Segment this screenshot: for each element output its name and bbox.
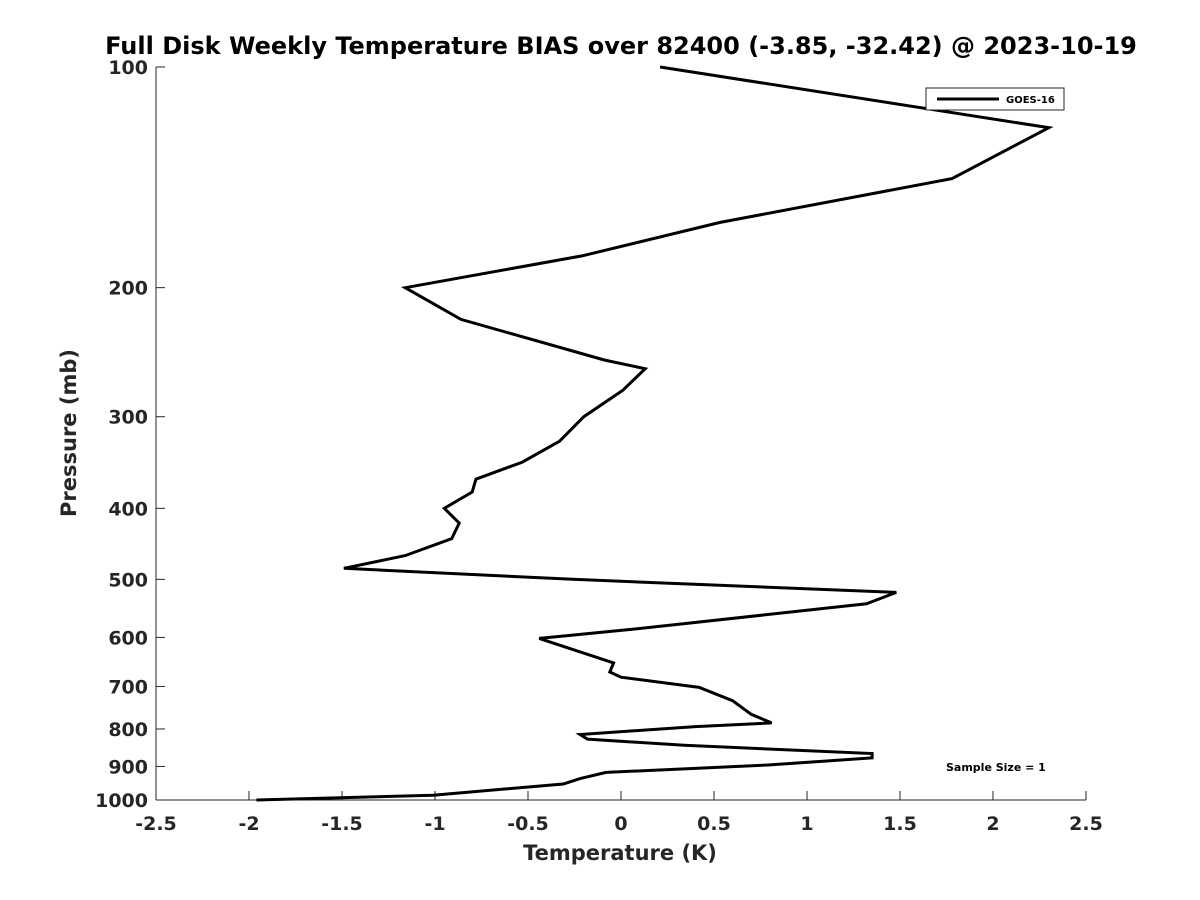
y-tick-label: 600 — [108, 627, 148, 649]
x-tick-label: 0 — [614, 813, 627, 835]
x-tick-label: 2.5 — [1069, 813, 1103, 835]
x-ticks: -2.5 -2 -1.5 -1 -0.5 0 0.5 1 1.5 2 2.5 — [135, 791, 1103, 835]
y-tick-label: 100 — [108, 57, 148, 79]
y-tick-label: 1000 — [95, 790, 148, 812]
chart-title: Full Disk Weekly Temperature BIAS over 8… — [105, 32, 1137, 60]
x-tick-label: -1 — [424, 813, 445, 835]
x-tick-label: -0.5 — [507, 813, 549, 835]
y-tick-label: 700 — [108, 676, 148, 698]
y-tick-label: 800 — [108, 719, 148, 741]
y-tick-label: 400 — [108, 498, 148, 520]
x-tick-label: 1.5 — [883, 813, 917, 835]
x-tick-label: -2 — [238, 813, 259, 835]
x-axis-label: Temperature (K) — [523, 841, 717, 865]
x-tick-label: -2.5 — [135, 813, 177, 835]
x-tick-label: 2 — [986, 813, 999, 835]
x-tick-label: 0.5 — [697, 813, 731, 835]
y-ticks: 100 200 300 400 500 600 700 800 900 1000 — [95, 57, 165, 812]
series-layer — [256, 65, 1054, 802]
sample-size-annotation: Sample Size = 1 — [946, 761, 1046, 774]
legend: GOES-16 — [925, 87, 1065, 111]
x-tick-label: 1 — [800, 813, 813, 835]
y-tick-label: 500 — [108, 569, 148, 591]
legend-label-goes-16: GOES-16 — [1006, 95, 1055, 106]
x-tick-label: -1.5 — [321, 813, 363, 835]
y-axis-label: Pressure (mb) — [57, 349, 81, 517]
y-tick-label: 900 — [108, 756, 148, 778]
y-tick-label: 200 — [108, 278, 148, 300]
series-line-goes-16 — [256, 65, 1054, 802]
y-tick-label: 300 — [108, 407, 148, 429]
